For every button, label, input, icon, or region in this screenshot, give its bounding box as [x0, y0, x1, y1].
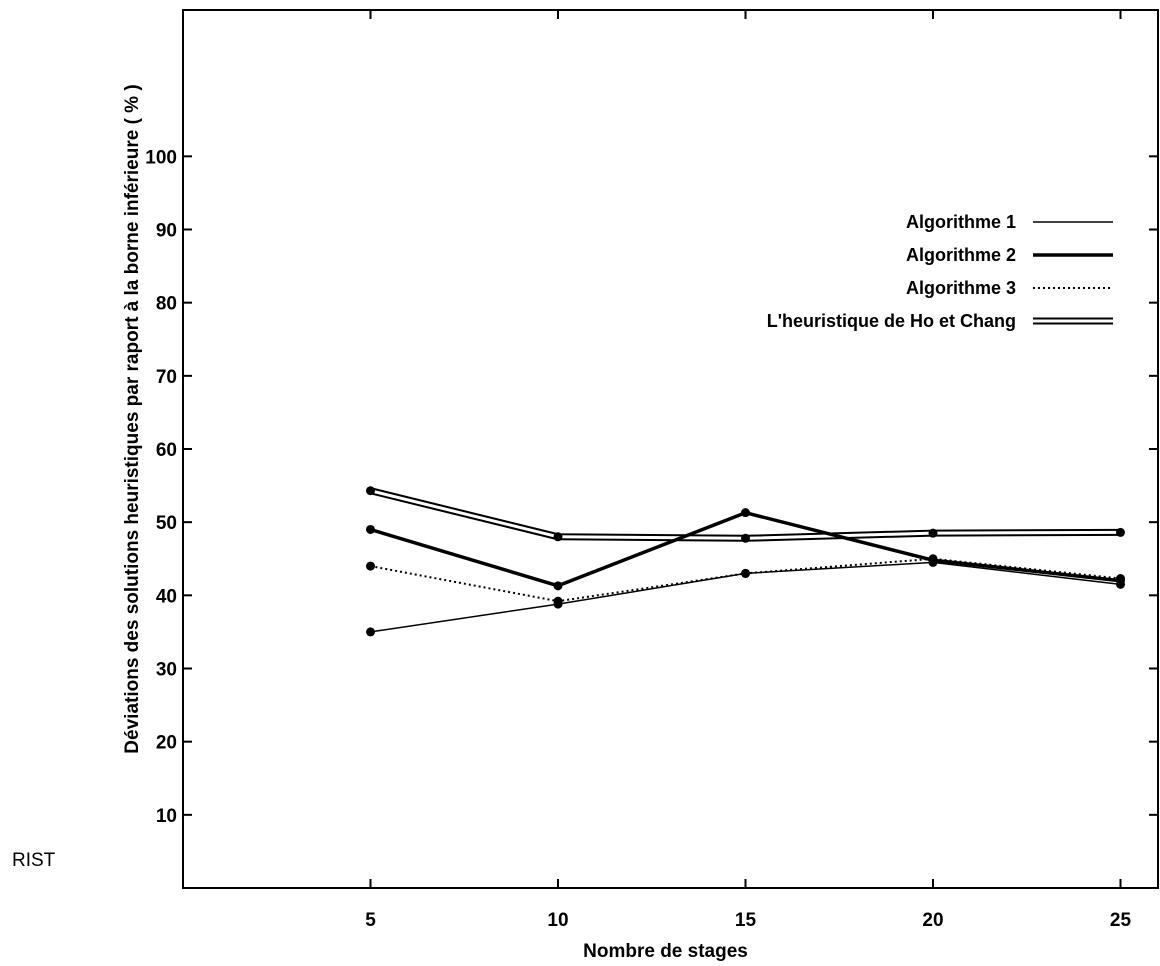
- data-point: [741, 568, 750, 578]
- data-point: [366, 561, 375, 571]
- x-tick-label: 25: [1110, 910, 1132, 931]
- x-tick-label: 5: [365, 910, 376, 931]
- data-point: [1116, 527, 1125, 537]
- data-point: [553, 532, 563, 542]
- plot-frame: [182, 9, 1159, 889]
- legend-item-3: Algorithme 3: [906, 278, 1113, 298]
- data-point: [366, 486, 375, 496]
- data-point: [553, 596, 563, 606]
- legend-label: Algorithme 3: [906, 278, 1016, 298]
- data-point: [928, 555, 938, 565]
- series-4: [366, 486, 1125, 543]
- y-tick-label: 30: [156, 660, 177, 681]
- data-point: [366, 524, 375, 534]
- y-tick-label: 90: [156, 221, 177, 242]
- x-tick-label: 15: [735, 910, 757, 931]
- y-tick-label: 40: [156, 586, 177, 607]
- series-2: [366, 508, 1125, 591]
- series-line: [370, 557, 1121, 603]
- legend-label: Algorithme 1: [906, 212, 1016, 232]
- legend-label: L'heuristique de Ho et Chang: [767, 311, 1016, 331]
- y-tick-label: 100: [145, 147, 177, 168]
- y-tick-label: 50: [156, 513, 177, 534]
- legend-label: Algorithme 2: [906, 245, 1016, 265]
- data-point: [1116, 576, 1125, 586]
- legend-item-1: Algorithme 1: [906, 212, 1113, 232]
- x-axis-title: Nombre de stages: [583, 941, 748, 962]
- y-tick-label: 80: [156, 294, 177, 315]
- side-text: RIST: [12, 850, 56, 871]
- y-tick-label: 10: [156, 806, 177, 827]
- data-point: [928, 528, 938, 538]
- y-tick-label: 20: [156, 733, 177, 754]
- x-tick-label: 20: [922, 910, 943, 931]
- y-axis-title: Déviations des solutions heuristiques pa…: [122, 84, 143, 753]
- data-point: [741, 533, 750, 543]
- data-point: [741, 508, 750, 518]
- data-point: [366, 627, 375, 637]
- legend-item-4: L'heuristique de Ho et Chang: [767, 311, 1113, 331]
- y-tick-label: 70: [156, 367, 177, 388]
- y-tick-label: 60: [156, 440, 177, 461]
- data-point: [553, 581, 563, 591]
- legend-item-2: Algorithme 2: [906, 245, 1113, 265]
- x-tick-label: 10: [547, 910, 568, 931]
